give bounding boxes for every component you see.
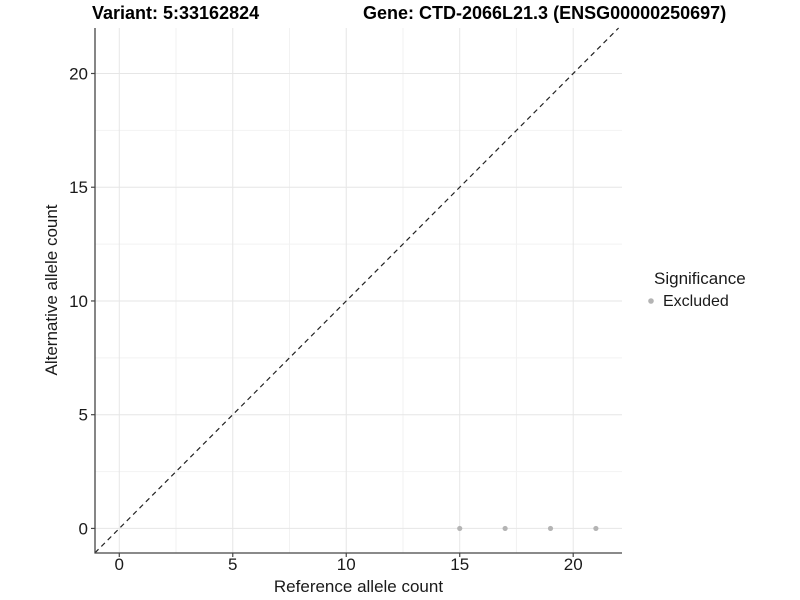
- x-tick-label: 20: [564, 555, 583, 574]
- y-tick-label: 15: [69, 178, 88, 197]
- x-tick-label: 0: [115, 555, 124, 574]
- y-tick-label: 0: [79, 519, 88, 538]
- x-tick-label: 10: [337, 555, 356, 574]
- data-points: [457, 525, 599, 532]
- x-tick-label: 5: [228, 555, 237, 574]
- y-axis-ticks: [91, 72, 95, 530]
- x-axis-tick-labels: 0 5 10 15 20: [115, 555, 583, 574]
- x-axis-title: Reference allele count: [274, 577, 443, 596]
- data-point: [502, 525, 508, 532]
- gene-title: Gene: CTD-2066L21.3 (ENSG00000250697): [363, 3, 726, 23]
- legend: Significance Excluded: [648, 269, 746, 310]
- y-axis-title: Alternative allele count: [42, 204, 61, 375]
- y-tick-label: 20: [69, 64, 88, 83]
- legend-key-excluded-icon: [648, 298, 654, 304]
- data-point: [457, 525, 463, 532]
- gridlines-minor: [95, 28, 622, 553]
- y-tick-label: 10: [69, 292, 88, 311]
- data-point: [547, 525, 554, 532]
- x-axis-ticks: [118, 553, 574, 557]
- y-tick-label: 5: [79, 406, 88, 425]
- gridlines-major: [95, 28, 622, 553]
- legend-label-excluded: Excluded: [663, 293, 729, 310]
- y-axis-tick-labels: 0 5 10 15 20: [69, 64, 88, 538]
- data-point: [593, 525, 599, 532]
- legend-title: Significance: [654, 269, 746, 288]
- x-tick-label: 15: [450, 555, 469, 574]
- identity-dashed-line: [94, 27, 620, 554]
- variant-title: Variant: 5:33162824: [92, 3, 259, 23]
